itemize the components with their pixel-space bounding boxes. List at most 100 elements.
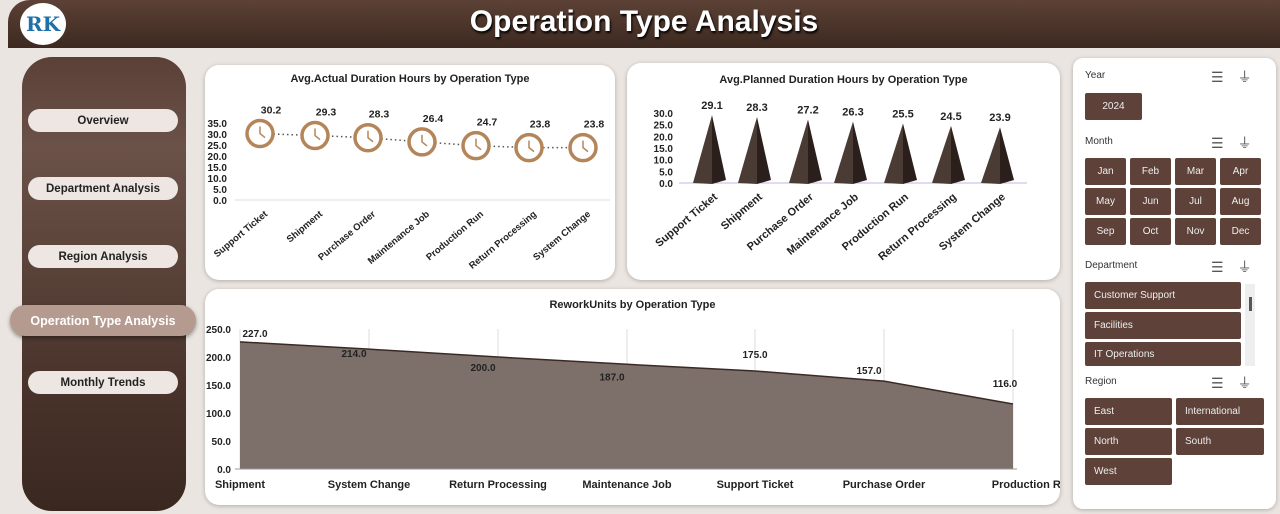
region-chip[interactable]: East bbox=[1085, 398, 1172, 425]
multi-select-icon[interactable]: ☰ bbox=[1211, 69, 1238, 85]
region-chip[interactable]: International bbox=[1176, 398, 1264, 425]
department-chip[interactable]: Facilities bbox=[1085, 312, 1241, 339]
x-tick-label: Shipment bbox=[719, 191, 765, 233]
data-label: 30.2 bbox=[261, 105, 282, 117]
clock-icon bbox=[568, 132, 598, 163]
x-tick-label: Maintenance Job bbox=[582, 479, 672, 491]
department-chip[interactable]: IT Operations bbox=[1085, 342, 1241, 366]
department-slicer-label: Department bbox=[1085, 260, 1138, 271]
pyramid-bar bbox=[738, 116, 757, 184]
pyramid-bar-side bbox=[853, 121, 867, 184]
clock-icon bbox=[514, 132, 544, 163]
data-label: 23.9 bbox=[989, 112, 1010, 124]
slicer-icons[interactable]: ☰⏚ bbox=[1211, 257, 1266, 277]
data-label: 227.0 bbox=[242, 329, 267, 340]
y-tick-label: 0.0 bbox=[213, 196, 227, 207]
area-fill bbox=[240, 341, 1013, 469]
y-tick-label: 25.0 bbox=[654, 121, 674, 132]
pyramid-bar bbox=[932, 125, 951, 184]
multi-select-icon[interactable]: ☰ bbox=[1211, 135, 1238, 151]
month-chip[interactable]: Jan bbox=[1085, 158, 1126, 185]
month-chip[interactable]: Apr bbox=[1220, 158, 1261, 185]
region-chip[interactable]: West bbox=[1085, 458, 1172, 485]
y-tick-label: 25.0 bbox=[208, 141, 228, 152]
y-tick-label: 50.0 bbox=[212, 437, 232, 448]
month-chip[interactable]: Jun bbox=[1130, 188, 1171, 215]
area-line bbox=[239, 341, 1014, 405]
y-tick-label: 0.0 bbox=[659, 179, 673, 190]
clear-filter-icon[interactable]: ⏚ bbox=[1237, 135, 1266, 151]
clear-filter-icon[interactable]: ⏚ bbox=[1237, 259, 1266, 275]
nav-region-analysis[interactable]: Region Analysis bbox=[28, 245, 178, 268]
year-chip[interactable]: 2024 bbox=[1085, 93, 1142, 120]
x-tick-label: Support Ticket bbox=[212, 208, 271, 260]
x-tick-label: Support Ticket bbox=[717, 479, 794, 491]
data-label: 26.4 bbox=[423, 113, 444, 125]
region-chip[interactable]: North bbox=[1085, 428, 1172, 455]
y-tick-label: 10.0 bbox=[208, 174, 228, 185]
clock-icon bbox=[407, 127, 437, 157]
month-chip[interactable]: Jul bbox=[1175, 188, 1216, 215]
x-tick-label: System Change bbox=[328, 479, 411, 491]
clock-icon bbox=[245, 118, 275, 149]
nav-overview[interactable]: Overview bbox=[28, 109, 178, 132]
data-label: 24.5 bbox=[940, 111, 961, 123]
region-slicer-label: Region bbox=[1085, 376, 1117, 387]
month-chip[interactable]: May bbox=[1085, 188, 1126, 215]
clock-icon bbox=[353, 122, 383, 153]
pyramid-bar-side bbox=[1000, 127, 1014, 184]
year-slicer-label: Year bbox=[1085, 70, 1106, 81]
data-label: 157.0 bbox=[856, 366, 881, 377]
multi-select-icon[interactable]: ☰ bbox=[1211, 375, 1238, 391]
month-chip[interactable]: Feb bbox=[1130, 158, 1171, 185]
y-tick-label: 250.0 bbox=[206, 325, 231, 336]
month-chip[interactable]: Nov bbox=[1175, 218, 1216, 245]
month-slicer-label: Month bbox=[1085, 136, 1113, 147]
logo: RK bbox=[20, 3, 66, 45]
data-label: 23.8 bbox=[530, 119, 551, 131]
multi-select-icon[interactable]: ☰ bbox=[1211, 259, 1238, 275]
y-tick-label: 30.0 bbox=[654, 109, 674, 120]
pyramid-bar bbox=[981, 127, 1000, 184]
data-label: 26.3 bbox=[842, 107, 863, 119]
data-label: 25.5 bbox=[892, 109, 913, 121]
pyramid-bar-side bbox=[757, 116, 771, 184]
filter-panel: Year ☰⏚ 2024 Month ☰⏚ Jan Feb Mar Apr May Jun… bbox=[1073, 58, 1276, 509]
slicer-icons[interactable]: ☰⏚ bbox=[1211, 67, 1266, 87]
nav-operation-type-analysis[interactable]: Operation Type Analysis bbox=[10, 305, 196, 336]
x-tick-label: Purchase Order bbox=[843, 479, 926, 491]
x-tick-label: Production Run bbox=[992, 479, 1060, 491]
y-tick-label: 15.0 bbox=[208, 163, 228, 174]
y-tick-label: 30.0 bbox=[208, 130, 228, 141]
clear-filter-icon[interactable]: ⏚ bbox=[1237, 375, 1266, 391]
data-label: 28.3 bbox=[369, 109, 390, 121]
pyramid-bar bbox=[884, 123, 903, 184]
x-tick-label: Return Processing bbox=[449, 479, 547, 491]
slicer-icons[interactable]: ☰⏚ bbox=[1211, 133, 1266, 153]
header: RK Operation Type Analysis bbox=[8, 0, 1280, 48]
planned-duration-chart: Avg.Planned Duration Hours by Operation … bbox=[627, 63, 1060, 280]
pyramid-bar bbox=[789, 119, 808, 184]
x-tick-label: Shipment bbox=[285, 208, 326, 245]
nav-monthly-trends[interactable]: Monthly Trends bbox=[28, 371, 178, 394]
chart-title: Avg.Planned Duration Hours by Operation … bbox=[719, 74, 968, 86]
month-chip[interactable]: Sep bbox=[1085, 218, 1126, 245]
month-chip[interactable]: Oct bbox=[1130, 218, 1171, 245]
data-label: 116.0 bbox=[993, 379, 1018, 390]
month-chip[interactable]: Aug bbox=[1220, 188, 1261, 215]
slicer-icons[interactable]: ☰⏚ bbox=[1211, 373, 1266, 393]
chart-title: ReworkUnits by Operation Type bbox=[549, 299, 716, 311]
clear-filter-icon[interactable]: ⏚ bbox=[1237, 69, 1266, 85]
month-chip[interactable]: Dec bbox=[1220, 218, 1261, 245]
department-chip[interactable]: Customer Support bbox=[1085, 282, 1241, 309]
nav-department-analysis[interactable]: Department Analysis bbox=[28, 177, 178, 200]
data-label: 214.0 bbox=[341, 349, 366, 360]
region-chip[interactable]: South bbox=[1176, 428, 1264, 455]
chart-title: Avg.Actual Duration Hours by Operation T… bbox=[290, 73, 530, 85]
rework-units-chart: ReworkUnits by Operation Type 0.0 50.0 100… bbox=[205, 289, 1060, 505]
month-chip[interactable]: Mar bbox=[1175, 158, 1216, 185]
data-label: 29.1 bbox=[701, 100, 722, 112]
pyramid-bar-side bbox=[951, 125, 965, 184]
y-tick-label: 200.0 bbox=[206, 353, 231, 364]
department-scrollbar[interactable] bbox=[1245, 284, 1255, 366]
